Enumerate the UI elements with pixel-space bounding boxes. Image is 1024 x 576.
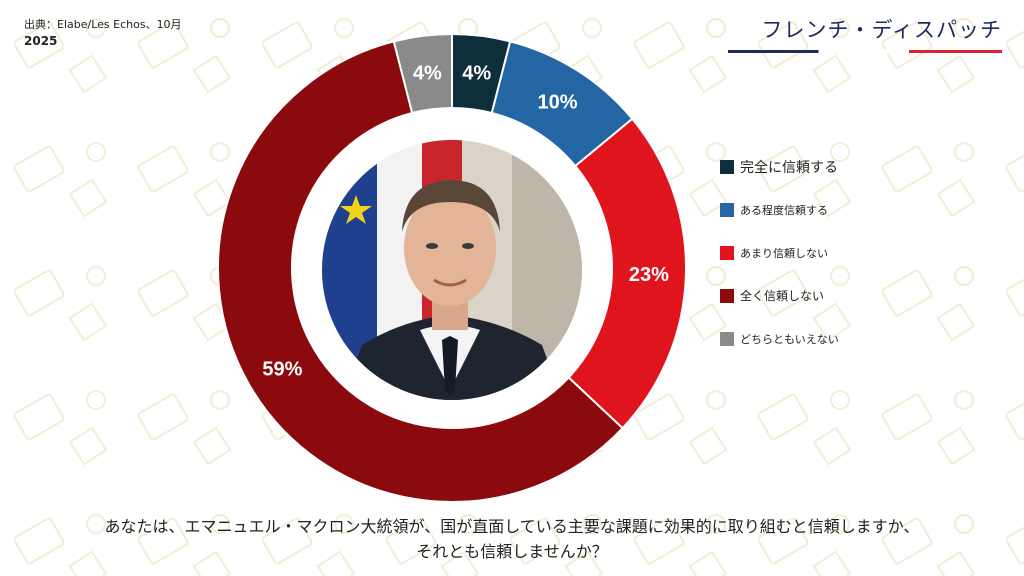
brand-tricolor-bar bbox=[728, 50, 1002, 53]
legend-swatch bbox=[720, 245, 734, 260]
legend-item-0: 完全に信頼する bbox=[720, 145, 839, 188]
portrait-illustration bbox=[322, 140, 582, 400]
brand-title: フレンチ・ディスパッチ bbox=[761, 18, 1002, 42]
legend-item-1: ある程度信頼する bbox=[720, 188, 839, 231]
legend-swatch bbox=[720, 331, 734, 346]
legend-item-4: どちらともいえない bbox=[720, 317, 839, 360]
slice-label-3: 59% bbox=[262, 358, 302, 380]
portrait-photo bbox=[322, 140, 582, 400]
slice-label-1: 10% bbox=[538, 92, 578, 114]
source-year: 2025 bbox=[24, 34, 58, 48]
legend-label: 全く信頼しない bbox=[740, 289, 825, 303]
legend-label: あまり信頼しない bbox=[740, 246, 828, 260]
legend-label: ある程度信頼する bbox=[740, 203, 828, 217]
question-line-2: それとも信頼しませんか？ bbox=[416, 542, 608, 561]
slice-label-0: 4% bbox=[462, 63, 491, 85]
slice-label-4: 4% bbox=[413, 63, 442, 85]
slice-label-2: 23% bbox=[629, 264, 669, 286]
source-label: 出典：Elabe/Les Echos、10月 bbox=[24, 18, 182, 31]
chart-legend: 完全に信頼する ある程度信頼する あまり信頼しない 全く信頼しない どちらともいえない bbox=[720, 145, 839, 360]
brand-header: フレンチ・ディスパッチ bbox=[722, 14, 1002, 53]
legend-label: どちらともいえない bbox=[740, 332, 839, 346]
legend-label: 完全に信頼する bbox=[740, 159, 838, 176]
legend-swatch bbox=[720, 202, 734, 217]
question-line-1: あなたは、エマニュエル・マクロン大統領が、国が直面している主要な課題に効果的に取… bbox=[104, 517, 920, 536]
source-note: 出典：Elabe/Les Echos、10月 2025 bbox=[24, 16, 182, 50]
legend-item-3: 全く信頼しない bbox=[720, 274, 839, 317]
survey-question: あなたは、エマニュエル・マクロン大統領が、国が直面している主要な課題に効果的に取… bbox=[40, 514, 984, 564]
legend-item-2: あまり信頼しない bbox=[720, 231, 839, 274]
donut-slice-3 bbox=[217, 40, 624, 503]
legend-swatch bbox=[720, 288, 734, 303]
legend-swatch bbox=[720, 159, 734, 174]
